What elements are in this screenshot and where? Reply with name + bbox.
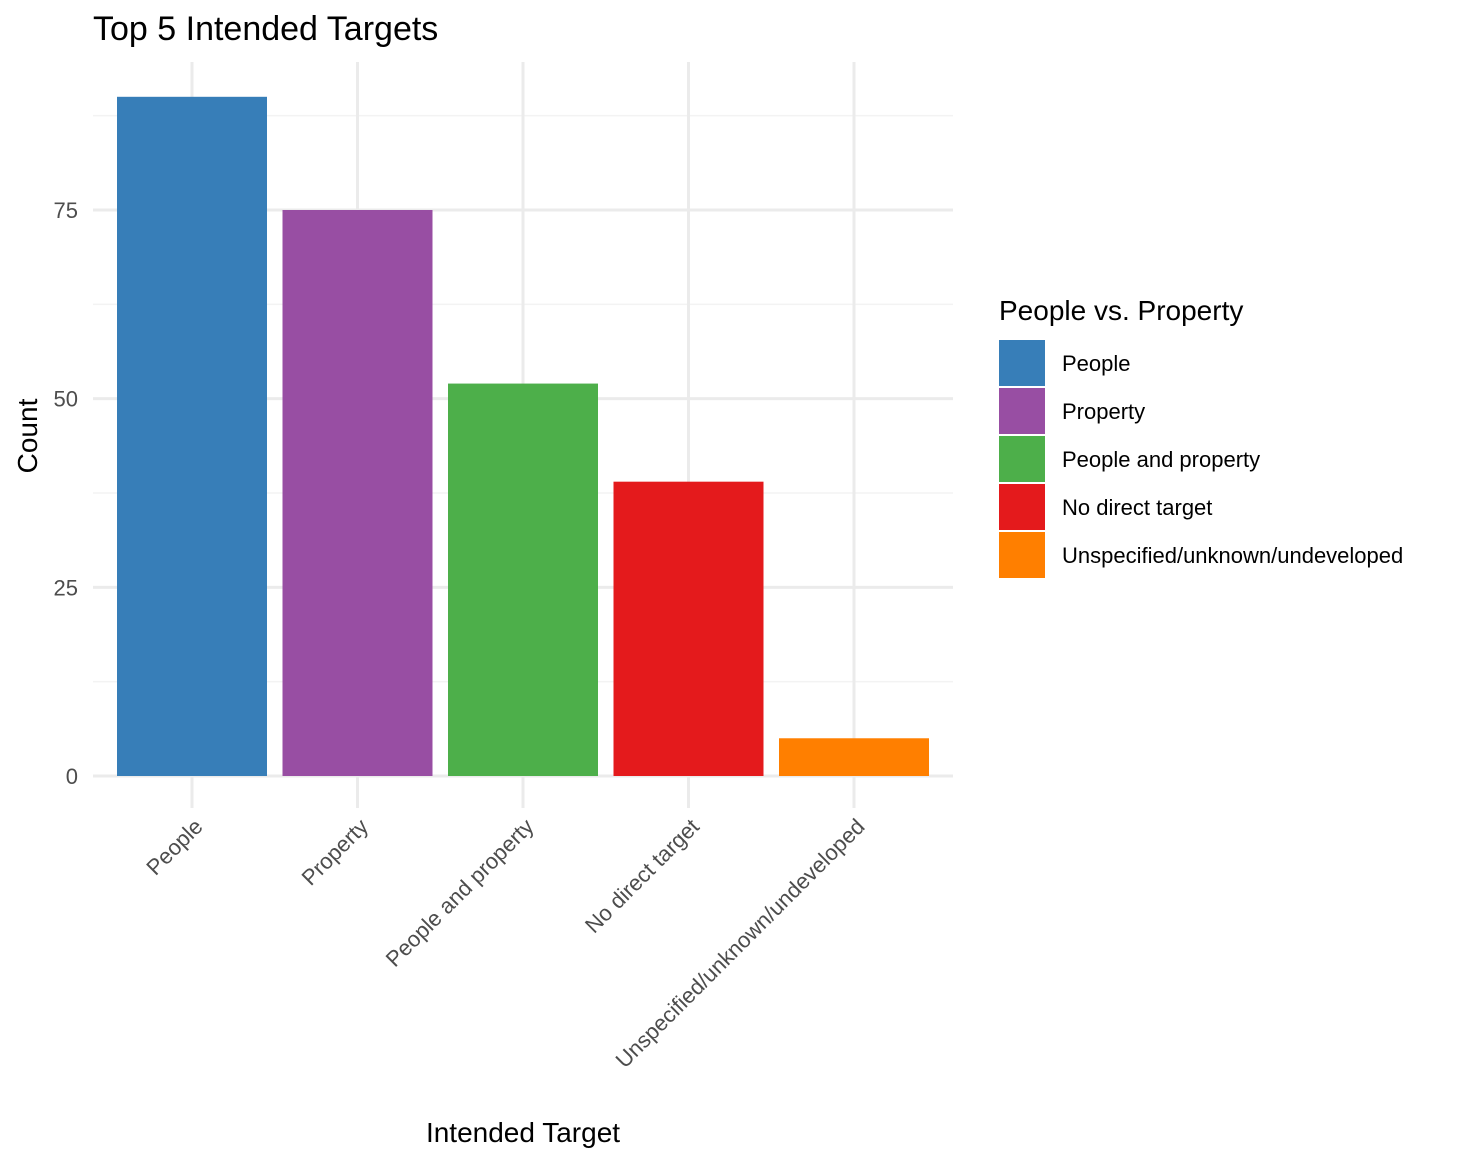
legend-label: Unspecified/unknown/undeveloped bbox=[1062, 543, 1403, 568]
bar-no-direct-target bbox=[613, 481, 764, 776]
y-axis-title: Count bbox=[12, 398, 43, 473]
y-tick-label: 50 bbox=[54, 387, 78, 412]
chart-title: Top 5 Intended Targets bbox=[93, 10, 438, 48]
bar-property bbox=[282, 210, 433, 776]
legend-label: People bbox=[1062, 351, 1131, 376]
legend-key bbox=[999, 484, 1045, 530]
bar-unspecified-unknown-undeveloped bbox=[779, 738, 929, 776]
legend-key bbox=[999, 532, 1045, 578]
bar-people bbox=[117, 96, 267, 777]
x-axis-title: Intended Target bbox=[426, 1117, 620, 1148]
legend-label: People and property bbox=[1062, 447, 1260, 472]
legend-key bbox=[999, 436, 1045, 482]
y-tick-label: 75 bbox=[54, 198, 78, 223]
y-tick-label: 0 bbox=[66, 764, 78, 789]
legend-key bbox=[999, 340, 1045, 386]
legend-label: Property bbox=[1062, 399, 1145, 424]
legend-label: No direct target bbox=[1062, 495, 1212, 520]
y-axis-ticks: 0 25 50 75 bbox=[54, 198, 78, 789]
bar-people-and-property bbox=[448, 383, 598, 776]
legend-key bbox=[999, 388, 1045, 434]
bars-layer bbox=[117, 96, 929, 777]
legend: People vs. Property People Property People… bbox=[999, 295, 1403, 578]
y-tick-label: 25 bbox=[54, 575, 78, 600]
legend-title: People vs. Property bbox=[999, 295, 1243, 326]
